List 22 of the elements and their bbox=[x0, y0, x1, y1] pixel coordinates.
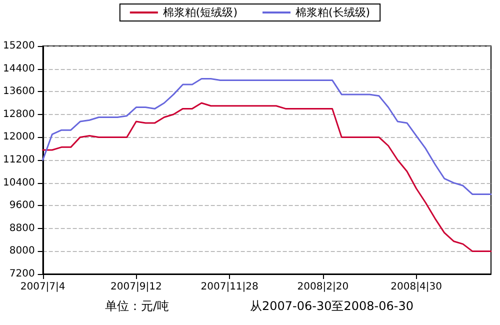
line-series bbox=[42, 102, 492, 252]
text: 从2007-06-30至2008-06-30 bbox=[250, 299, 414, 313]
y-tick-label: 14400 bbox=[3, 63, 35, 74]
y-tick-label: 8000 bbox=[9, 246, 35, 257]
y-tick-label: 9600 bbox=[9, 200, 35, 212]
x-tick-label: 2008|4|30 bbox=[390, 282, 442, 292]
y-tick-label: 12800 bbox=[3, 108, 35, 120]
x-tick-label: 2008|2|20 bbox=[297, 282, 349, 292]
y-tick-label: 7200 bbox=[9, 268, 35, 280]
x-tick-label: 2007|11|28 bbox=[200, 282, 258, 292]
y-tick-label: 13600 bbox=[3, 86, 35, 98]
line-series bbox=[42, 78, 492, 195]
x-tick-label: 2007|7|4 bbox=[20, 282, 66, 292]
x-tick-label: 2007|9|12 bbox=[110, 282, 162, 292]
y-tick-label: 12000 bbox=[3, 132, 35, 143]
legend-label: 棉浆粕(长绒级) bbox=[296, 6, 370, 19]
y-tick-label: 10400 bbox=[3, 177, 35, 188]
y-tick-label: 8800 bbox=[9, 222, 35, 234]
y-tick-label: 15200 bbox=[3, 40, 35, 52]
text: 单位：元/吨 bbox=[105, 299, 170, 313]
legend-label: 棉浆粕(短绒级) bbox=[162, 6, 238, 19]
y-tick-label: 11200 bbox=[3, 154, 35, 166]
